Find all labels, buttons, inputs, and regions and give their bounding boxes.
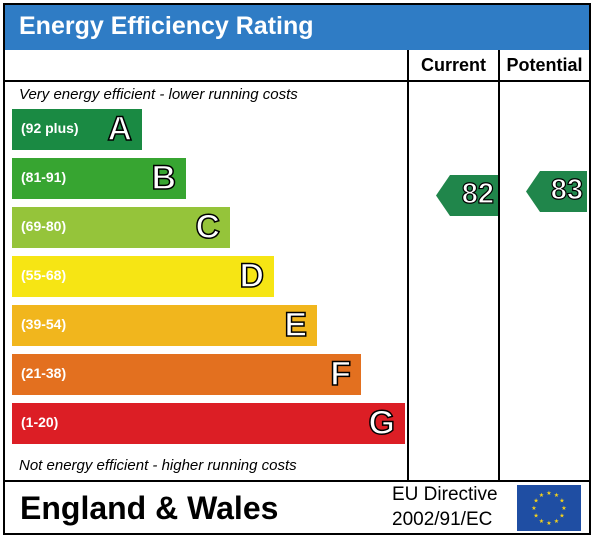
eu-star-icon: ★: [554, 518, 559, 525]
potential-rating-value-box: 83: [526, 171, 587, 212]
potential-rating-arrow: [526, 171, 587, 212]
band-letter: B: [151, 158, 177, 198]
band-b: (81-91) B: [12, 158, 186, 199]
band-letter: G: [368, 403, 396, 443]
current-rating-value-box: 82: [436, 175, 498, 216]
eu-star-icon: ★: [554, 492, 559, 499]
band-range-label: (1-20): [21, 414, 59, 430]
region-label: England & Wales: [20, 490, 279, 526]
eu-directive: EU Directive 2002/91/EC: [392, 482, 498, 532]
band-letter: C: [195, 207, 221, 247]
band-range-label: (39-54): [21, 316, 67, 332]
band-letter: F: [329, 354, 351, 394]
band-letter: E: [284, 305, 308, 345]
title-bar: Energy Efficiency Rating: [5, 5, 589, 50]
band-a: (92 plus) A: [12, 109, 142, 150]
band-range-label: (69-80): [21, 218, 67, 234]
eu-star-icon: ★: [546, 490, 551, 497]
chart-title: Energy Efficiency Rating: [19, 12, 314, 40]
eu-flag-icon: ★ ★★★★★★★★★★★: [517, 485, 581, 531]
band-e: (39-54) E: [12, 305, 317, 346]
band-letter: D: [239, 256, 265, 296]
eu-star-icon: ★: [561, 505, 566, 512]
eu-star-icon: ★: [539, 492, 544, 499]
potential-rating-value: 83: [550, 173, 583, 206]
current-rating-arrow: [436, 175, 498, 216]
band-f: (21-38) F: [12, 354, 361, 395]
eu-star-icon: ★: [531, 505, 536, 512]
potential-column-header: Potential: [506, 55, 583, 75]
band-d: (55-68) D: [12, 256, 274, 297]
eu-star-icon: ★: [533, 513, 538, 520]
band-range-label: (21-38): [21, 365, 67, 381]
header-divider: [5, 80, 589, 82]
bottom-note: Not energy efficient - higher running co…: [19, 457, 297, 474]
band-g: (1-20) G: [12, 403, 405, 444]
band-range-label: (81-91): [21, 169, 67, 185]
current-column-divider: [407, 50, 409, 480]
top-note: Very energy efficient - lower running co…: [19, 86, 298, 103]
band-range-label: (55-68): [21, 267, 67, 283]
directive-line-2: 2002/91/EC: [392, 509, 493, 530]
epc-chart-frame: Energy Efficiency Rating Current Potenti…: [3, 3, 591, 535]
current-rating-value: 82: [461, 177, 494, 210]
eu-star-icon: ★: [546, 520, 551, 527]
footer-divider: [5, 480, 589, 482]
band-range-label: (92 plus): [21, 120, 79, 136]
eu-star-icon: ★: [559, 513, 564, 520]
eu-star-icon: ★: [539, 518, 544, 525]
current-column-header: Current: [420, 55, 486, 75]
eu-star-icon: ★: [559, 498, 564, 505]
eu-star-icon: ★: [533, 498, 538, 505]
directive-line-1: EU Directive: [392, 484, 498, 505]
band-letter: A: [107, 109, 133, 149]
potential-column-divider: [498, 50, 500, 480]
band-c: (69-80) C: [12, 207, 230, 248]
